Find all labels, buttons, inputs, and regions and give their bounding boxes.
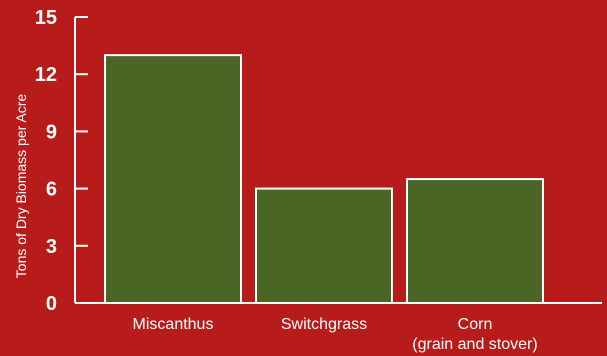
y-tick-label: 15	[35, 7, 57, 29]
bars	[104, 54, 544, 305]
y-tick-label: 3	[46, 236, 57, 258]
x-axis-labels: Miscanthus Switchgrass Corn (grain and stov…	[133, 316, 538, 353]
y-axis-title: Tons of Dry Biomass per Acre	[13, 94, 29, 279]
y-axis-ticks: 0 3 6 9 12 15	[35, 7, 88, 315]
x-tick-label: Switchgrass	[281, 316, 367, 333]
x-tick-label: Miscanthus	[133, 316, 214, 333]
y-tick-label: 9	[46, 121, 57, 143]
y-tick-label: 0	[46, 293, 57, 315]
bar	[255, 187, 393, 305]
bar	[406, 178, 544, 304]
x-tick-label: Corn	[458, 316, 493, 333]
x-tick-label: (grain and stover)	[412, 336, 537, 353]
y-tick-label: 6	[46, 179, 57, 201]
bar	[104, 54, 242, 305]
y-tick-label: 12	[35, 64, 57, 86]
